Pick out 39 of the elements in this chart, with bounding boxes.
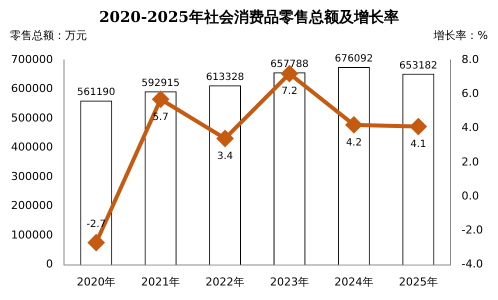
y-axis-title: 零售总额：万元	[10, 28, 87, 44]
data-label: 592915	[142, 78, 180, 89]
x-tick-label: 2024年	[334, 275, 374, 288]
y2-tick-label: -2.0	[462, 224, 484, 237]
y2-tick-label: 4.0	[462, 121, 480, 134]
data-label: 613328	[206, 72, 244, 83]
y-tick-label: 300000	[10, 170, 53, 183]
data-label: 657788	[270, 58, 309, 70]
y2-axis-title: 增长率：%	[434, 28, 488, 44]
y-tick-label: 200000	[10, 199, 53, 212]
data-label: 561190	[77, 87, 116, 98]
y2-tick-label: 2.0	[462, 155, 480, 168]
y-tick-label: 100000	[10, 228, 53, 242]
y-tick-label: 0	[46, 258, 53, 271]
data-label: 653182	[399, 60, 438, 72]
data-label: 676092	[334, 54, 373, 65]
chart-title: 2020-2025年社会消费品零售总额及增长率	[98, 8, 400, 28]
y-tick-label: 500000	[10, 111, 53, 124]
x-tick-label: 2022年	[206, 275, 245, 288]
x-tick-label: 2021年	[141, 275, 180, 288]
y-tick-label: 700000	[10, 52, 53, 66]
x-tick-label: 2025年	[398, 275, 438, 288]
x-tick-label: 2023年	[270, 275, 309, 288]
data-label: 7.2	[282, 86, 298, 98]
y2-tick-label: -4.0	[462, 258, 484, 271]
y2-tick-label: 0.0	[462, 189, 480, 202]
point	[88, 234, 104, 251]
y2-tick-label: 6.0	[462, 86, 480, 100]
point	[346, 116, 362, 133]
y-tick-label: 600000	[10, 82, 53, 96]
point	[410, 118, 426, 135]
data-label: 3.4	[217, 151, 234, 162]
point	[217, 130, 234, 147]
x-tick-label: 2020年	[76, 275, 116, 288]
point	[152, 91, 169, 108]
y-tick-label: 400000	[10, 140, 53, 154]
data-label: 4.1	[410, 139, 426, 150]
y2-tick-label: 8.0	[462, 52, 480, 66]
data-label: 4.2	[346, 137, 362, 148]
